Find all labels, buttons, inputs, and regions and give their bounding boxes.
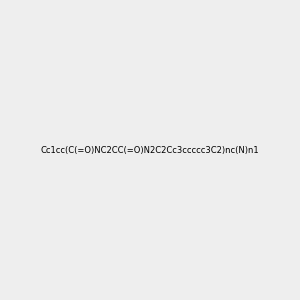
- Text: Cc1cc(C(=O)NC2CC(=O)N2C2Cc3ccccc3C2)nc(N)n1: Cc1cc(C(=O)NC2CC(=O)N2C2Cc3ccccc3C2)nc(N…: [41, 146, 259, 154]
